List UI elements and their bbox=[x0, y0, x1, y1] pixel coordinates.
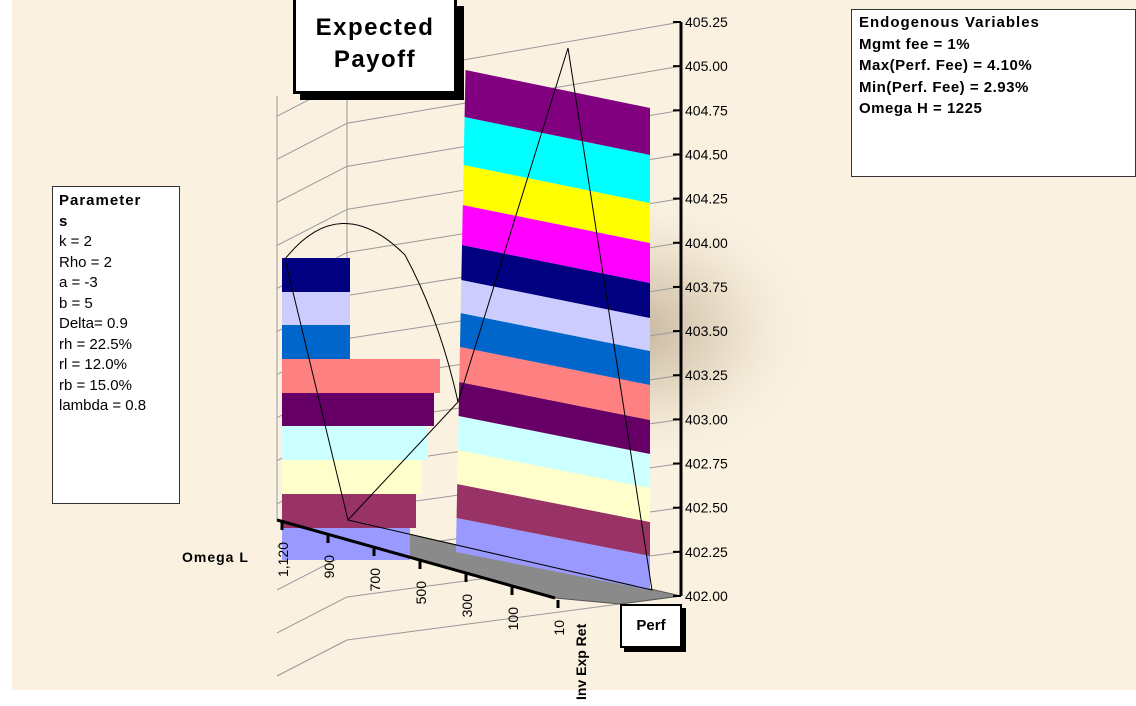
parameter-line-0: k = 2 bbox=[59, 233, 92, 250]
endogenous-header: Endogenous Variables bbox=[859, 14, 1040, 31]
left-band-5 bbox=[282, 359, 440, 393]
left-band-4 bbox=[282, 393, 434, 426]
parameter-line-5: rh = 22.5% bbox=[59, 335, 132, 353]
omega-tick-label-4: 300 bbox=[459, 594, 475, 618]
title-line-1: Expected bbox=[315, 14, 435, 41]
right-band-12 bbox=[464, 70, 650, 155]
side-gridline-3 bbox=[276, 208, 348, 246]
right-band-0 bbox=[455, 518, 650, 590]
right-band-11 bbox=[463, 117, 650, 203]
left-band-7 bbox=[282, 292, 350, 325]
left-band-8 bbox=[282, 258, 350, 292]
parameter-line-6: rl = 12.0% bbox=[59, 356, 127, 373]
left-band-3 bbox=[282, 426, 428, 460]
endogenous-line-2: Min(Perf. Fee) = 2.93% bbox=[859, 78, 1029, 96]
right-band-1 bbox=[456, 484, 650, 556]
parameters-box: Parameter s k = 2 Rho = 2 a = -3 b = 5 Delta… bbox=[52, 186, 180, 504]
perf-axis-label: Perf bbox=[620, 604, 682, 648]
left-band-0 bbox=[282, 528, 410, 560]
omega-axis-title: Omega L bbox=[182, 549, 249, 565]
endogenous-variables-box: Endogenous Variables Mgmt fee = 1% Max(Pe… bbox=[851, 9, 1136, 177]
endogenous-list: Mgmt fee = 1% Max(Perf. Fee) = 4.10% Min(P… bbox=[859, 34, 1128, 120]
z-tick-label-1: 405.00 bbox=[685, 58, 728, 74]
z-tick-label-9: 403.00 bbox=[685, 411, 728, 427]
right-band-9 bbox=[462, 205, 650, 283]
parameter-line-2: a = -3 bbox=[59, 274, 98, 291]
z-tick-label-12: 402.25 bbox=[685, 544, 728, 560]
z-tick-label-10: 402.75 bbox=[685, 456, 728, 472]
right-band-5 bbox=[459, 347, 650, 420]
omega-tick-label-0: 1,120 bbox=[275, 542, 291, 577]
z-tick-label-8: 403.25 bbox=[685, 367, 728, 383]
parameter-line-3: b = 5 bbox=[59, 294, 93, 312]
parameters-header-line-1: Parameter bbox=[59, 192, 142, 209]
z-tick-label-11: 402.50 bbox=[685, 500, 728, 516]
side-gridline-12 bbox=[276, 596, 348, 634]
right-band-10 bbox=[462, 165, 650, 243]
left-band-6 bbox=[282, 325, 350, 359]
z-tick-label-2: 404.75 bbox=[685, 102, 728, 118]
z-tick-label-0: 405.25 bbox=[685, 14, 728, 30]
z-tick-label-4: 404.25 bbox=[685, 191, 728, 207]
endogenous-line-3: Omega H = 1225 bbox=[859, 100, 983, 117]
z-tick-label-6: 403.75 bbox=[685, 279, 728, 295]
left-band-2 bbox=[282, 460, 422, 494]
omega-axis-line bbox=[276, 518, 556, 600]
right-band-7 bbox=[460, 280, 650, 351]
right-band-2 bbox=[457, 450, 650, 522]
right-band-8 bbox=[461, 245, 650, 318]
chart-title: Expected Payoff bbox=[293, 0, 457, 94]
omega-tick-label-5: 100 bbox=[505, 607, 521, 631]
left-hump-outline bbox=[284, 223, 459, 522]
parameter-line-7: rb = 15.0% bbox=[59, 376, 132, 394]
title-line-2: Payoff bbox=[333, 46, 417, 73]
inv-exp-ret-label: Inv Exp Ret bbox=[573, 623, 589, 700]
omega-tick-label-1: 900 bbox=[321, 555, 337, 579]
omega-tick-label-2: 700 bbox=[367, 568, 383, 592]
right-band-4 bbox=[458, 382, 650, 454]
parameter-line-1: Rho = 2 bbox=[59, 253, 112, 271]
side-gridline-1 bbox=[276, 122, 348, 160]
endogenous-line-0: Mgmt fee = 1% bbox=[859, 35, 971, 53]
parameters-list: k = 2 Rho = 2 a = -3 b = 5 Delta= 0.9 rh = 22… bbox=[59, 232, 173, 417]
omega-tick-label-3: 500 bbox=[413, 581, 429, 605]
right-band-3 bbox=[457, 416, 650, 488]
endogenous-line-1: Max(Perf. Fee) = 4.10% bbox=[859, 57, 1033, 74]
parameter-line-4: Delta= 0.9 bbox=[59, 315, 128, 332]
parameter-line-8: lambda = 0.8 bbox=[59, 397, 147, 414]
omega-tick-label-6: 10 bbox=[551, 620, 567, 636]
right-band-6 bbox=[459, 313, 650, 385]
z-tick-label-3: 404.50 bbox=[685, 146, 728, 162]
z-tick-label-13: 402.00 bbox=[685, 588, 728, 604]
side-gridline-13 bbox=[276, 639, 348, 677]
z-tick-label-5: 404.00 bbox=[685, 235, 728, 251]
right-peak-outline bbox=[347, 47, 653, 591]
side-gridline-2 bbox=[276, 165, 348, 203]
left-band-1 bbox=[282, 494, 416, 528]
parameters-header-line-2: s bbox=[59, 212, 69, 230]
z-tick-label-7: 403.50 bbox=[685, 323, 728, 339]
